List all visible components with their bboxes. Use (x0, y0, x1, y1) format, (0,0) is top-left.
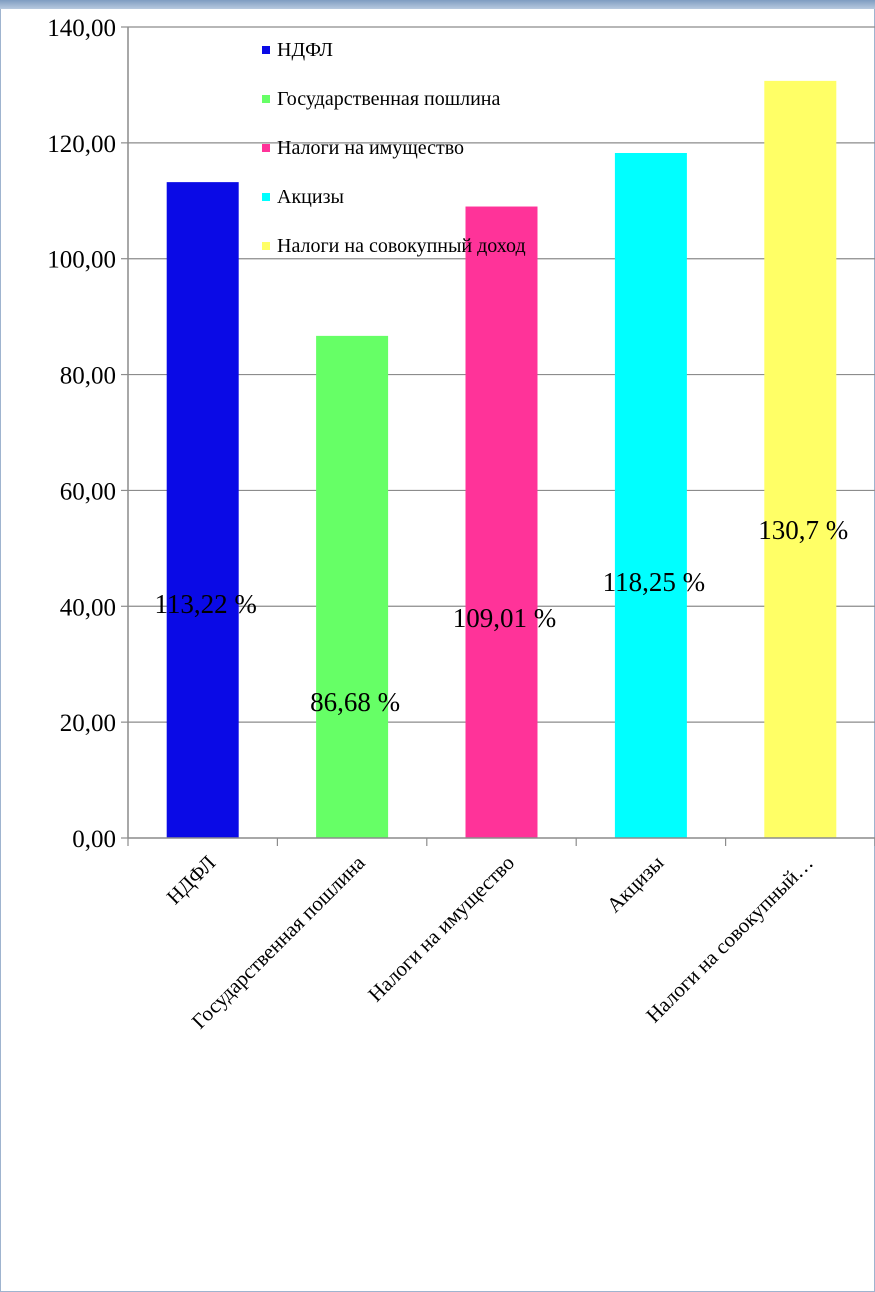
legend-label: Государственная пошлина (277, 88, 501, 110)
legend-label: Налоги на совокупный доход (277, 235, 526, 257)
y-tick-label: 20,00 (60, 710, 116, 737)
x-tick-label: Государственная пошлина (187, 850, 370, 1033)
bars (166, 80, 837, 839)
legend-swatch (262, 46, 270, 54)
legend-label: Акцизы (277, 186, 344, 208)
y-tick-label: 100,00 (47, 247, 116, 274)
y-tick-label: 40,00 (60, 594, 116, 621)
x-tick-label: Налоги на совокупный… (641, 851, 818, 1028)
axes (121, 26, 875, 846)
legend: НДФЛ Государственная пошлина Налоги на иму… (262, 39, 526, 257)
legend-swatch (262, 193, 270, 201)
y-tick-label: 120,00 (47, 131, 116, 158)
y-tick-labels: 0,00 20,00 40,00 60,00 80,00 100,00 120,00 140,… (47, 15, 116, 853)
x-tick-label: Акцизы (602, 851, 669, 918)
data-label: 86,68 % (310, 687, 400, 717)
legend-swatch (262, 95, 270, 103)
y-tick-label: 0,00 (72, 826, 116, 853)
data-label: 130,7 % (758, 515, 848, 545)
data-label: 109,01 % (453, 603, 557, 633)
data-label: 113,22 % (154, 589, 257, 619)
bar (614, 152, 687, 839)
bar (316, 335, 389, 838)
y-tick-label: 80,00 (60, 363, 116, 390)
data-label: 118,25 % (603, 567, 706, 597)
y-tick-label: 60,00 (60, 478, 116, 505)
x-tick-label: Налоги на имущество (363, 851, 519, 1007)
bar (465, 206, 538, 839)
legend-label: НДФЛ (277, 39, 333, 61)
legend-swatch (262, 144, 270, 152)
y-tick-label: 140,00 (47, 15, 116, 42)
x-tick-label: НДФЛ (162, 851, 221, 910)
legend-swatch (262, 242, 270, 250)
bar (764, 80, 837, 838)
bar (166, 182, 239, 839)
window-top-band (0, 0, 875, 9)
legend-label: Налоги на имущество (277, 137, 464, 159)
data-labels: 113,22 % 86,68 % 109,01 % 118,25 % 130,7 % (154, 515, 848, 717)
